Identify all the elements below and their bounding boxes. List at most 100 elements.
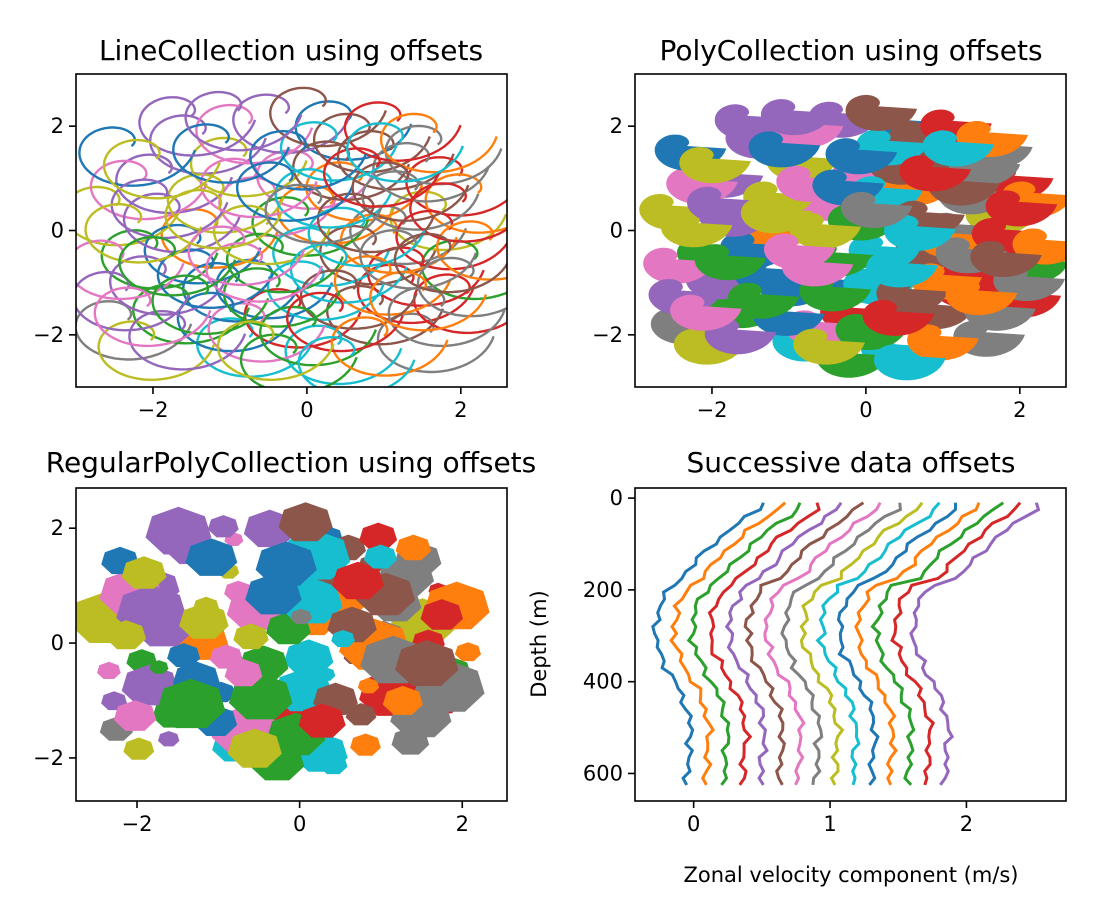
heptagon — [332, 561, 384, 600]
velocity-profile — [799, 501, 924, 786]
y-tick-label: 2 — [51, 516, 64, 540]
velocity-profile — [890, 501, 1022, 786]
spiral-line — [339, 213, 458, 275]
spiral-line — [289, 243, 408, 304]
spiral-polygon — [922, 130, 995, 167]
heptagon — [319, 753, 348, 775]
x-axis-label: Zonal velocity component (m/s) — [683, 863, 1018, 887]
heptagon — [350, 733, 381, 756]
heptagon — [363, 544, 397, 569]
spiral-polygon — [740, 197, 813, 234]
chart-title: RegularPolyCollection using offsets — [46, 446, 537, 479]
spiral-polygon — [825, 138, 898, 175]
spiral-line — [274, 168, 393, 229]
spiral-polygon — [687, 186, 759, 223]
spiral-line — [285, 291, 404, 353]
y-tick-label: 2 — [51, 114, 64, 138]
heptagon — [316, 667, 336, 681]
heptagon — [97, 661, 121, 679]
spiral-line — [76, 300, 193, 361]
spiral-line — [412, 273, 507, 335]
spiral-line — [316, 192, 435, 254]
axis-ticks: −2 0 2 −2 0 2 — [33, 516, 469, 836]
y-tick-label: 0 — [610, 219, 623, 243]
spiral-line — [312, 112, 431, 174]
heptagon — [179, 603, 229, 639]
poly-collection-marks — [639, 94, 1066, 381]
spiral-line — [269, 86, 388, 148]
x-tick-label: −2 — [122, 812, 153, 836]
spiral-line — [138, 96, 257, 157]
heptagon — [331, 630, 355, 648]
spiral-polygon — [899, 155, 972, 192]
spiral-line — [97, 320, 216, 382]
velocity-profile — [909, 502, 1041, 786]
heptagon — [298, 703, 346, 738]
heptagon — [283, 639, 334, 676]
spiral-line — [345, 122, 465, 183]
heptagon — [255, 541, 317, 586]
panel-poly-collection: PolyCollection using offsets −2 0 2 −2 0 2 — [592, 34, 1067, 422]
y-tick-label: −2 — [33, 323, 64, 347]
heptagon — [113, 700, 157, 731]
spiral-line — [343, 101, 462, 162]
heptagon — [382, 685, 423, 715]
spiral-line — [379, 112, 498, 174]
heptagon — [106, 620, 147, 650]
spiral-line — [93, 286, 212, 348]
spiral-polygon — [643, 247, 715, 284]
spiral-line — [76, 239, 185, 301]
spiral-line — [110, 178, 229, 240]
spiral-line — [89, 159, 208, 221]
x-tick-label: 0 — [293, 812, 306, 836]
spiral-line — [376, 312, 495, 374]
velocity-profile — [743, 501, 865, 786]
spiral-polygon — [970, 241, 1042, 277]
y-axis-label: Depth (m) — [527, 590, 551, 697]
spiral-polygon — [679, 147, 751, 184]
heptagon — [167, 643, 201, 667]
x-tick-label: 2 — [960, 812, 973, 836]
chart-title: PolyCollection using offsets — [659, 34, 1042, 67]
spiral-line — [333, 255, 452, 316]
x-tick-label: −2 — [137, 398, 168, 422]
spiral-line — [279, 121, 398, 182]
spiral-line — [330, 316, 449, 377]
heptagon — [395, 640, 459, 687]
heptagon — [278, 502, 333, 542]
spiral-line — [148, 114, 267, 176]
x-tick-label: 2 — [1013, 398, 1026, 422]
heptagon — [224, 580, 253, 602]
spiral-line — [409, 182, 507, 243]
chart-title: Successive data offsets — [687, 446, 1016, 479]
axes-frame — [634, 487, 1067, 802]
successive-offsets-marks — [651, 501, 1041, 786]
velocity-profile — [854, 502, 981, 786]
spiral-line — [172, 123, 291, 184]
spiral-line — [297, 336, 416, 387]
spiral-polygon — [789, 212, 861, 249]
spiral-line — [196, 317, 314, 378]
velocity-profile — [669, 501, 787, 786]
spiral-polygon — [660, 211, 733, 248]
spiral-line — [184, 90, 303, 152]
spiral-line — [372, 142, 491, 203]
heptagon — [121, 556, 167, 589]
spiral-polygon — [907, 324, 979, 361]
spiral-line — [264, 183, 383, 245]
velocity-profile — [763, 501, 882, 786]
spiral-line — [205, 242, 324, 303]
y-tick-label: 400 — [583, 670, 623, 694]
spiral-line — [164, 188, 283, 250]
spiral-line — [299, 269, 418, 330]
spiral-polygon — [694, 244, 767, 281]
x-tick-label: 0 — [687, 812, 700, 836]
heptagon — [149, 660, 169, 674]
spiral-line — [251, 196, 370, 257]
velocity-profile — [707, 502, 821, 786]
heptagon — [357, 677, 380, 694]
velocity-profile — [651, 502, 765, 786]
spiral-polygon — [673, 328, 746, 365]
spiral-line — [361, 170, 480, 231]
heptagon — [158, 731, 180, 747]
